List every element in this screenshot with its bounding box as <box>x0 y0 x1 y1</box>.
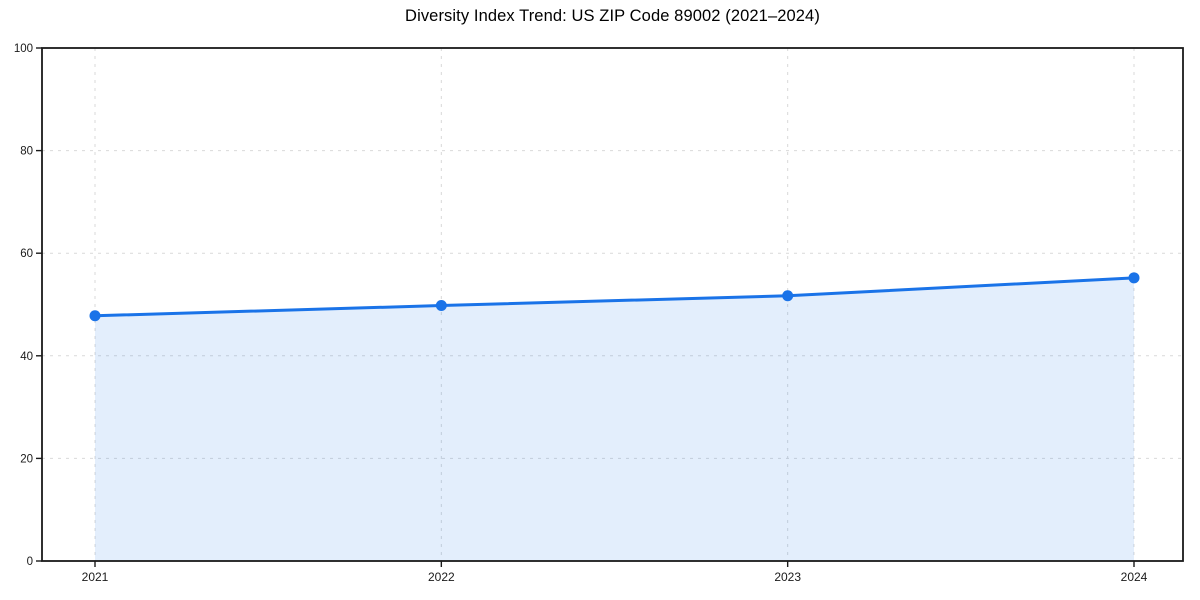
data-point-2022 <box>435 300 447 312</box>
area-fill <box>95 277 1134 561</box>
y-tick-label: 40 <box>20 351 33 363</box>
trend-line <box>93 276 1136 318</box>
data-point-2024 <box>1128 272 1140 284</box>
data-point-2021 <box>89 310 101 322</box>
y-tick-label: 100 <box>14 43 33 55</box>
plot-spines <box>41 47 1184 562</box>
y-tick-label: 60 <box>20 248 33 260</box>
x-tick-label: 2022 <box>428 570 455 584</box>
x-tick-label: 2024 <box>1121 570 1148 584</box>
data-point-2023 <box>782 290 794 302</box>
x-tick-label: 2023 <box>774 570 801 584</box>
chart-title: Diversity Index Trend: US ZIP Code 89002… <box>405 7 820 25</box>
y-tick-label: 80 <box>20 146 33 158</box>
y-tick-label: 0 <box>27 556 33 568</box>
y-tick-label: 20 <box>20 453 33 465</box>
x-tick-label: 2021 <box>82 570 109 584</box>
